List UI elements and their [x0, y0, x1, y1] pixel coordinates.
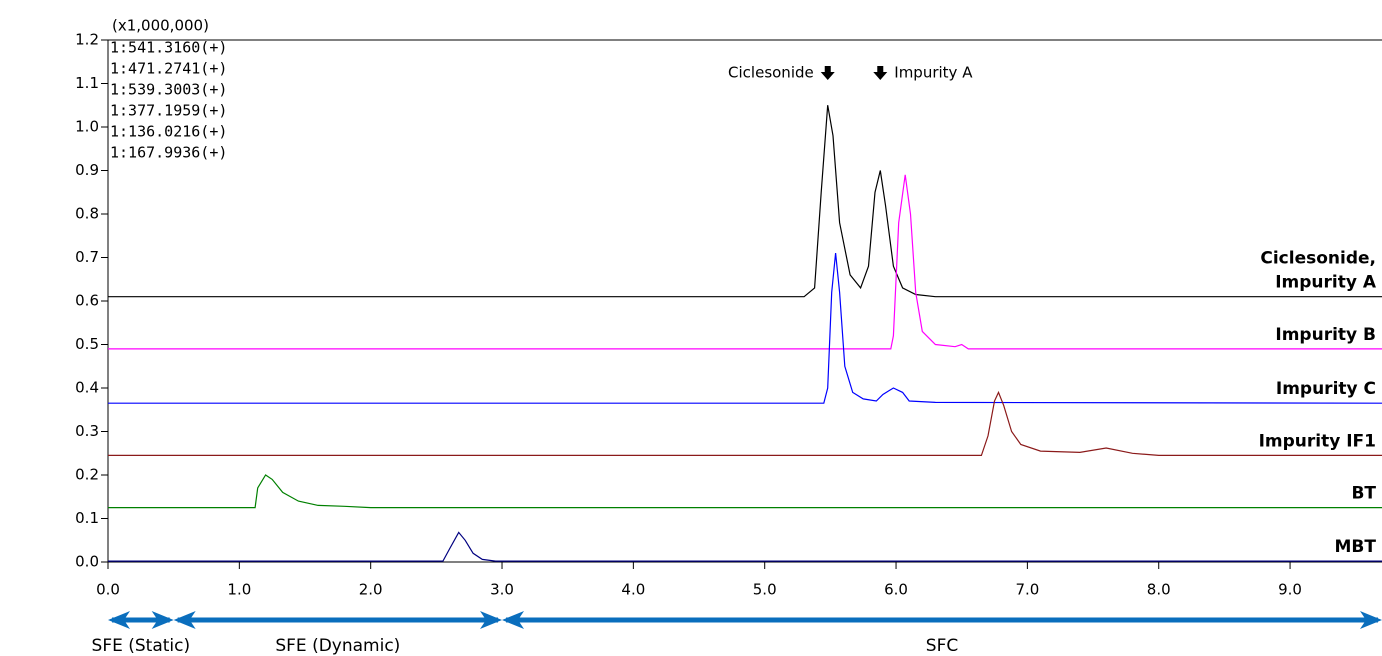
legend-entry: 1:377.1959(+) [110, 102, 227, 120]
x-tick-label: 0.0 [96, 581, 120, 599]
trace-label: Impurity B [1275, 325, 1376, 345]
trace-label: Impurity C [1276, 379, 1376, 399]
y-tick-label: 0.1 [75, 509, 99, 527]
x-tick-label: 4.0 [621, 581, 645, 599]
y-tick-label: 1.2 [75, 31, 99, 49]
trace [108, 253, 1382, 404]
y-tick-label: 0.8 [75, 205, 99, 223]
region-arrow-head [151, 611, 174, 629]
region-label: SFE (Static) [92, 636, 191, 656]
x-tick-label: 9.0 [1278, 581, 1302, 599]
y-tick-label: 1.0 [75, 118, 99, 136]
region-label: SFC [926, 636, 958, 656]
region-arrow-head [108, 611, 130, 629]
annotation: Ciclesonide [728, 64, 814, 82]
y-tick-label: 0.2 [75, 466, 99, 484]
trace [108, 174, 1382, 350]
trace-label: BT [1351, 484, 1376, 504]
region-arrow-head [173, 611, 196, 629]
region-label: SFE (Dynamic) [275, 636, 400, 656]
y-tick-label: 0.0 [75, 553, 99, 571]
region-arrow-head [502, 611, 525, 629]
legend-entry: 1:539.3003(+) [110, 81, 227, 99]
region-arrow-head [480, 611, 503, 629]
trace-label: Impurity A [1275, 273, 1377, 293]
legend-entry: 1:167.9936(+) [110, 144, 227, 162]
trace [108, 531, 1382, 562]
x-tick-label: 1.0 [227, 581, 251, 599]
annotation-arrow [873, 66, 888, 80]
trace [108, 105, 1382, 298]
trace [108, 474, 1382, 509]
x-tick-label: 2.0 [359, 581, 383, 599]
y-tick-label: 0.4 [75, 379, 99, 397]
y-tick-label: 0.3 [75, 422, 99, 440]
x-tick-label: 3.0 [490, 581, 514, 599]
legend-entry: 1:471.2741(+) [110, 60, 227, 78]
trace [108, 390, 1382, 456]
y-tick-label: 0.5 [75, 335, 99, 353]
x-tick-label: 7.0 [1015, 581, 1039, 599]
x-tick-label: 8.0 [1147, 581, 1171, 599]
y-tick-label: 0.6 [75, 292, 99, 310]
trace-label: MBT [1335, 537, 1377, 557]
annotation-arrow [820, 66, 835, 80]
trace-label: Ciclesonide, [1260, 249, 1376, 269]
legend-entry: 1:541.3160(+) [110, 39, 227, 57]
y-tick-label: 1.1 [75, 74, 99, 92]
y-tick-label: 0.9 [75, 161, 99, 179]
annotation: Impurity A [894, 64, 973, 82]
region-arrow-head [1360, 611, 1382, 629]
legend-entry: 1:136.0216(+) [110, 123, 227, 141]
y-tick-label: 0.7 [75, 248, 99, 266]
trace-label: Impurity IF1 [1259, 431, 1376, 451]
x-tick-label: 6.0 [884, 581, 908, 599]
y-multiplier: (x1,000,000) [112, 17, 209, 35]
x-tick-label: 5.0 [753, 581, 777, 599]
